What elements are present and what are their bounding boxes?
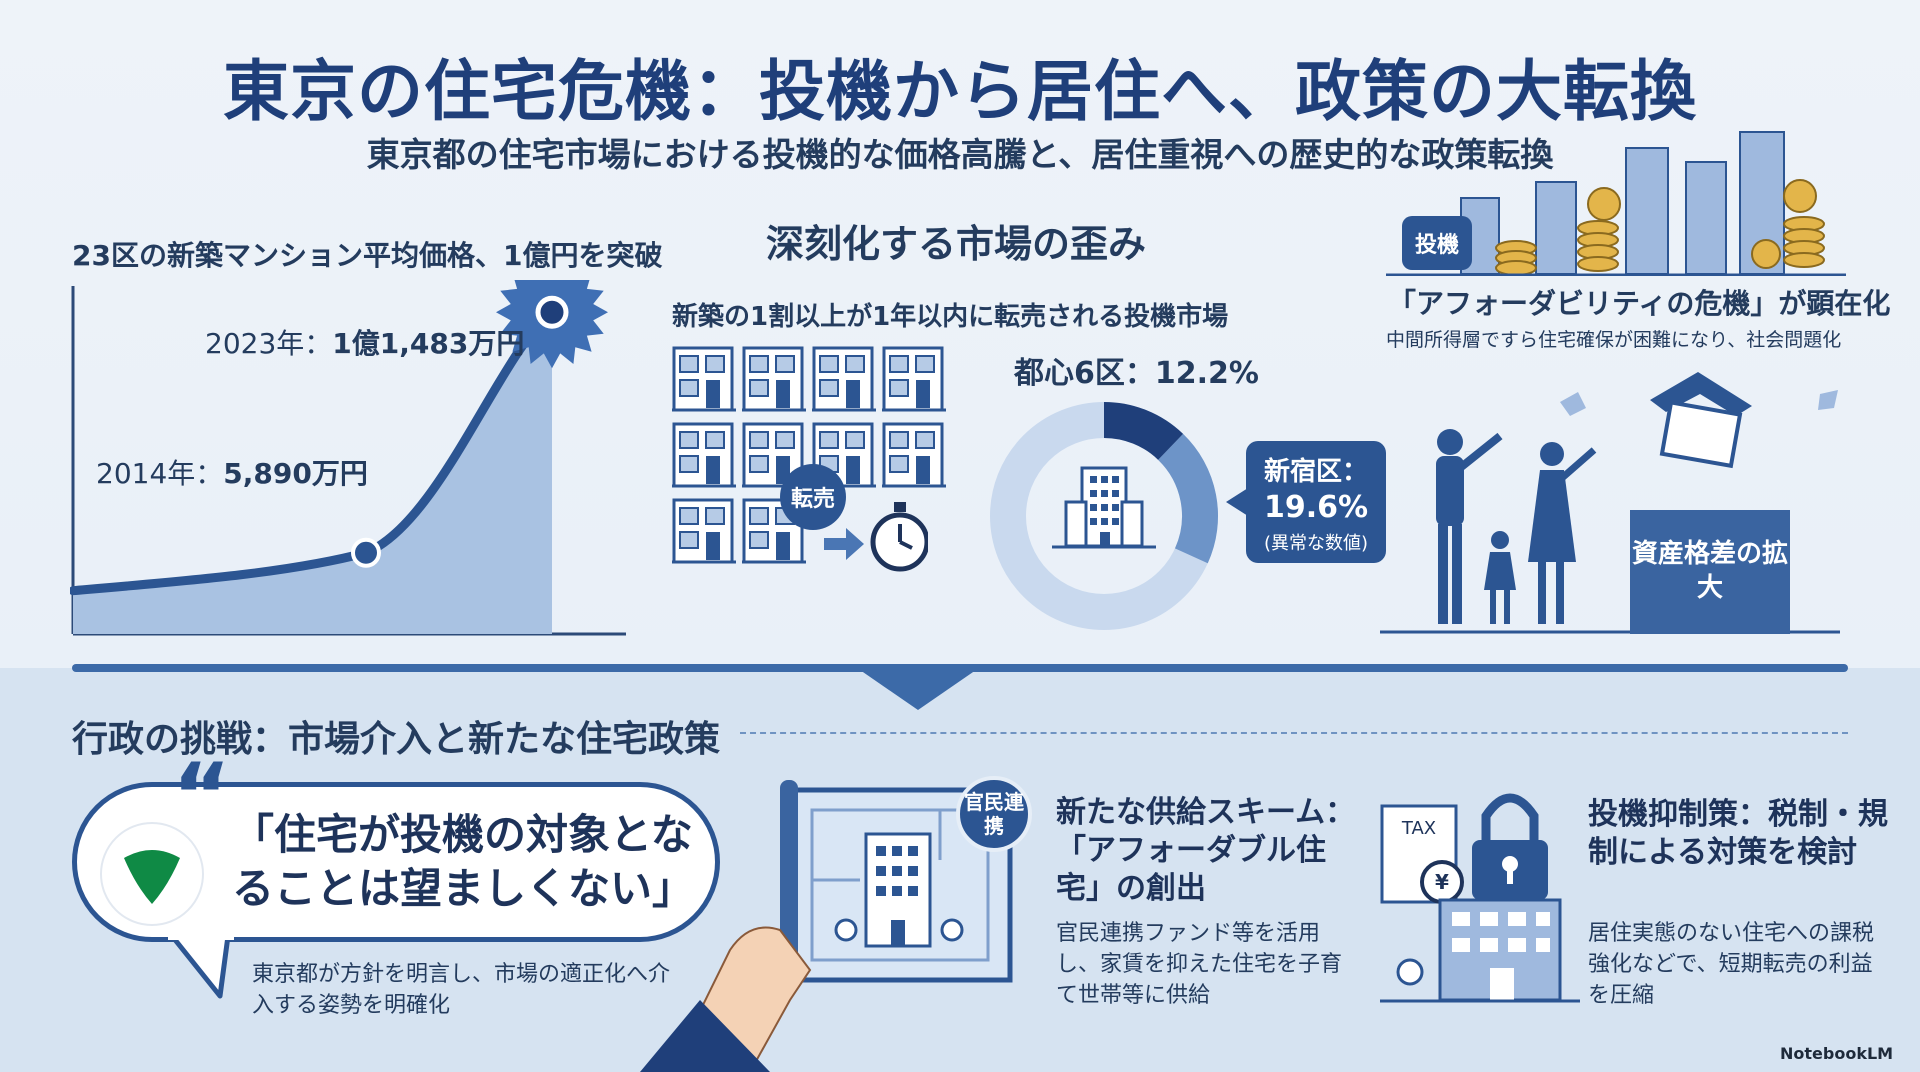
page-subtitle: 東京都の住宅市場における投機的な価格高騰と、居住重視への歴史的な政策転換 [366,135,1554,174]
label-2014-value: 5,890万円 [223,457,368,490]
label-2023-value: 1億1,483万円 [332,327,525,360]
apartment-unit-icon [742,346,806,412]
point-2014 [351,537,381,568]
label-2014: 2014年：5,890万円 [96,452,368,492]
tax-lock-building-icon: TAX ¥ [1380,793,1580,1003]
quote-caption: 東京都が方針を明言し、市場の適正化へ介入する姿勢を明確化 [252,962,671,1018]
price-area [73,312,552,634]
blueprint-hand-icon [640,780,1013,1072]
regulation-title: 投機抑制策：税制・規制による対策を検討 [1588,797,1888,870]
asset-gap-box: 資産格差の拡大 [1630,510,1790,634]
building-icon [1052,466,1156,549]
shinjuku-value: 19.6% [1263,490,1369,525]
label-2014-year: 2014年： [96,457,224,490]
speculation-badge: 投機 [1402,216,1472,270]
donut-segment-central6 [1103,402,1184,461]
supply-title: 新たな供給スキーム：「アフォーダブル住宅」の創出 [1056,795,1356,906]
skyline-coins-icon [1386,131,1846,276]
resale-donut-chart [990,402,1218,630]
public-private-badge: 官民連携 [956,776,1032,852]
affordability-title: 「アフォーダビリティの危機」が顕在化 [1388,287,1891,320]
divider-arrow [860,670,976,710]
quote-text: 「住宅が投機の対象となることは望ましくない」 [232,810,695,913]
supply-desc: 官民連携ファンド等を活用し、家賃を抑えた住宅を子育て世帯等に供給 [1056,921,1343,1009]
donut-segment-shinjuku [1157,433,1218,564]
regulation-desc: 居住実態のない住宅への課税強化などで、短期転売の利益を圧縮 [1588,921,1875,1009]
admin-title: 行政の挑戦：市場介入と新たな住宅政策 [72,719,721,760]
blueprint-building-icon [834,832,964,948]
price-chart-title: 23区の新築マンション平均価格、1億円を突破 [72,239,663,272]
apartment-unit-icon [882,346,946,412]
tokyo-logo-icon [100,822,204,926]
shinjuku-callout: 新宿区： 19.6% (異常な数値) [1246,441,1386,563]
section-divider [72,664,1848,672]
donut-label: 都心6区：12.2% [1014,356,1259,391]
apartment-unit-icon [882,422,946,488]
apartment-unit-icon [672,498,736,564]
family-house-icon [1380,372,1840,634]
apartment-unit-icon [812,346,876,412]
quote-mark-icon: “ [172,744,232,849]
price-chart [70,280,626,636]
floating-house-icon [1560,372,1838,469]
apartment-unit-icon [672,346,736,412]
dashed-separator [740,732,1848,734]
family-figures-icon [1436,429,1597,624]
tax-label: TAX [1401,818,1436,839]
shinjuku-name: 新宿区： [1263,457,1368,487]
point-2023 [535,295,569,329]
label-2023: 2023年：1億1,483万円 [205,322,524,362]
apartment-unit-icon [742,422,806,488]
page-title: 東京の住宅危機：投機から居住へ、政策の大転換 [223,53,1697,130]
stopwatch-icon [824,502,928,572]
label-2023-year: 2023年： [205,327,333,360]
notebooklm-credit: NotebookLM [1780,1044,1894,1063]
svg-text:¥: ¥ [1435,870,1449,894]
shinjuku-callout-tip [1226,488,1248,516]
affordability-subtitle: 中間所得層ですら住宅確保が困難になり、社会問題化 [1386,329,1842,351]
bubble-tail [168,930,234,999]
apartment-unit-icon [672,422,736,488]
market-title: 深刻化する市場の歪み [766,222,1147,266]
shinjuku-note: (異常な数値) [1263,533,1369,554]
market-subtitle: 新築の1割以上が1年以内に転売される投機市場 [672,302,1229,332]
resale-badge: 転売 [780,464,846,530]
apartment-grid-icon [672,346,946,564]
